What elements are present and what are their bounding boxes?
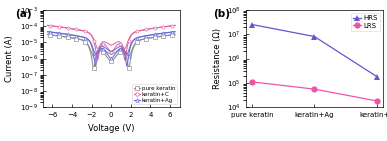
Y-axis label: Current (A): Current (A): [5, 35, 14, 82]
Line: HRS: HRS: [249, 21, 380, 80]
Text: (b): (b): [213, 9, 230, 19]
Legend: HRS, LRS: HRS, LRS: [351, 13, 380, 31]
X-axis label: Voltage (V): Voltage (V): [88, 124, 134, 133]
LRS: [375, 100, 379, 102]
Y-axis label: Resistance (Ω): Resistance (Ω): [212, 28, 222, 89]
LRS: [312, 88, 317, 90]
Legend: pure keratin, keratin+C, keratin+Ag: pure keratin, keratin+C, keratin+Ag: [132, 84, 177, 104]
HRS: [375, 76, 379, 77]
HRS: [250, 24, 254, 25]
LRS: [250, 81, 254, 83]
Line: LRS: LRS: [249, 79, 380, 104]
Text: (a): (a): [15, 9, 32, 19]
HRS: [312, 36, 317, 37]
